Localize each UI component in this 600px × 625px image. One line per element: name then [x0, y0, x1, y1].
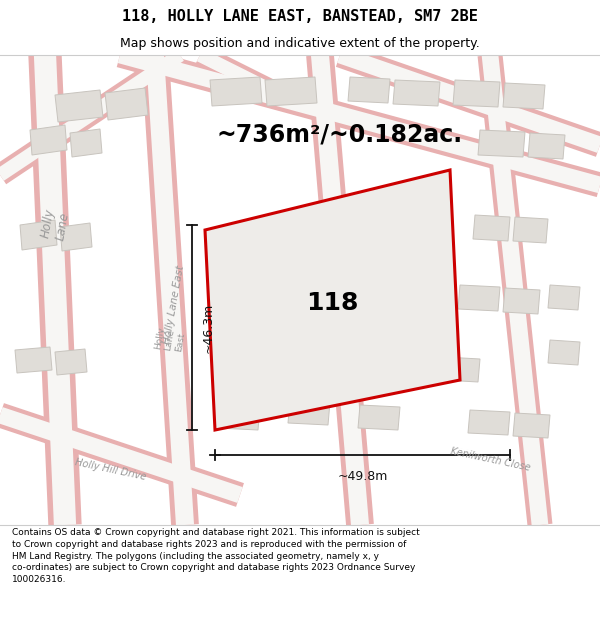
Polygon shape: [548, 285, 580, 310]
Polygon shape: [20, 220, 57, 250]
Polygon shape: [60, 223, 92, 251]
Polygon shape: [513, 217, 548, 243]
Polygon shape: [468, 410, 510, 435]
Polygon shape: [478, 130, 525, 157]
Text: Holly Hill Drive: Holly Hill Drive: [74, 458, 146, 482]
Polygon shape: [55, 90, 103, 122]
Polygon shape: [393, 80, 440, 106]
Polygon shape: [348, 77, 390, 103]
Polygon shape: [458, 285, 500, 311]
Text: 118: 118: [307, 291, 359, 314]
Polygon shape: [443, 357, 480, 382]
Polygon shape: [210, 77, 262, 106]
Text: ~46.3m: ~46.3m: [202, 302, 215, 352]
Polygon shape: [15, 347, 52, 373]
Polygon shape: [70, 129, 102, 157]
Polygon shape: [453, 80, 500, 107]
Text: Holly
Lane
East: Holly Lane East: [154, 326, 187, 354]
Text: Holly Lane East: Holly Lane East: [162, 265, 186, 345]
Polygon shape: [105, 88, 148, 120]
Text: 118, HOLLY LANE EAST, BANSTEAD, SM7 2BE: 118, HOLLY LANE EAST, BANSTEAD, SM7 2BE: [122, 9, 478, 24]
Polygon shape: [30, 125, 67, 155]
Polygon shape: [528, 133, 565, 159]
Text: Holly
Lane: Holly Lane: [38, 208, 71, 242]
Polygon shape: [513, 413, 550, 438]
Polygon shape: [398, 355, 440, 380]
Polygon shape: [503, 83, 545, 109]
Polygon shape: [503, 288, 540, 314]
Polygon shape: [55, 349, 87, 375]
Polygon shape: [358, 405, 400, 430]
Polygon shape: [265, 77, 317, 106]
Polygon shape: [473, 215, 510, 241]
Polygon shape: [548, 340, 580, 365]
Text: Kenilworth Close: Kenilworth Close: [449, 447, 531, 473]
Polygon shape: [218, 405, 260, 430]
Text: ~49.8m: ~49.8m: [337, 470, 388, 483]
Polygon shape: [288, 400, 330, 425]
Text: Map shows position and indicative extent of the property.: Map shows position and indicative extent…: [120, 38, 480, 51]
Polygon shape: [205, 170, 460, 430]
Text: Contains OS data © Crown copyright and database right 2021. This information is : Contains OS data © Crown copyright and d…: [12, 528, 420, 584]
Text: ~736m²/~0.182ac.: ~736m²/~0.182ac.: [217, 123, 463, 147]
